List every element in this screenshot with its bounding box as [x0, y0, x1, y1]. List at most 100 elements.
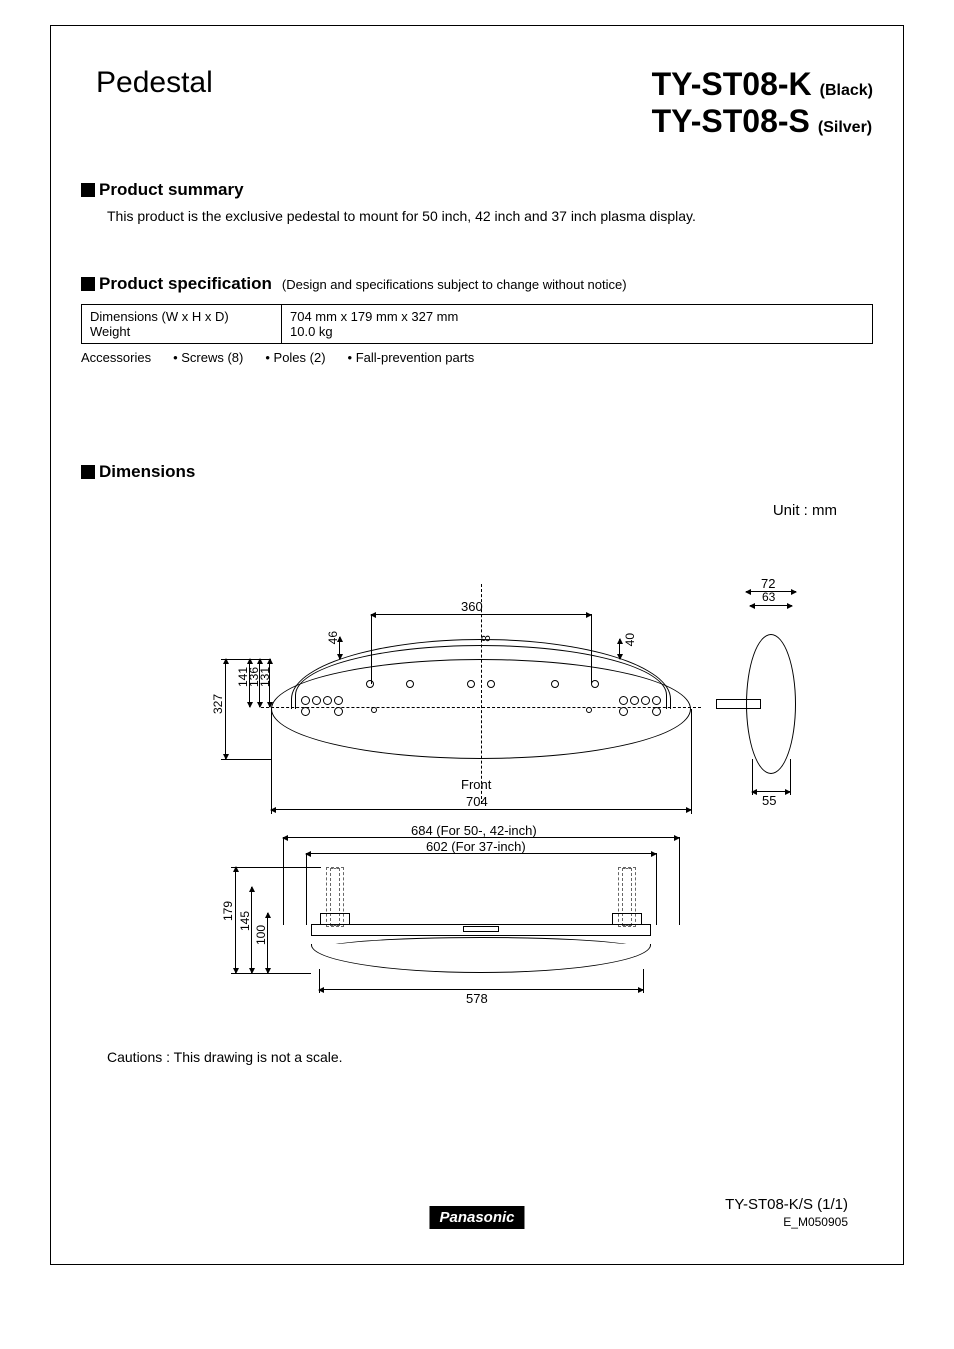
- ext-line: [591, 614, 592, 684]
- hole: [371, 707, 377, 713]
- dimensions-header: Dimensions: [81, 462, 873, 482]
- dim-72-text: 72: [761, 576, 775, 591]
- footer: Panasonic TY-ST08-K/S (1/1) E_M050905: [51, 1196, 903, 1264]
- hole: [487, 680, 495, 688]
- dim-40: [619, 639, 620, 659]
- screw-circle: [301, 707, 310, 716]
- model-line-2: TY-ST08-S (Silver): [652, 103, 873, 140]
- ext-line: [643, 969, 644, 993]
- hole: [551, 680, 559, 688]
- screw-circle: [652, 696, 661, 705]
- dim-8-text: 8: [479, 635, 493, 642]
- hole: [406, 680, 414, 688]
- dim-684-text: 684 (For 50-, 42-inch): [411, 823, 537, 838]
- dim-179-text: 179: [221, 901, 235, 921]
- model-line-1: TY-ST08-K (Black): [652, 66, 873, 103]
- accessories-row: Accessories • Screws (8) • Poles (2) • F…: [81, 348, 873, 367]
- summary-text: This product is the exclusive pedestal t…: [107, 208, 873, 224]
- dim-100-text: 100: [254, 925, 268, 945]
- content: Product summary This product is the excl…: [51, 160, 903, 1065]
- spec-section: Product specification (Design and specif…: [81, 274, 873, 367]
- dim-704: [271, 809, 691, 810]
- summary-title: Product summary: [99, 180, 244, 200]
- caution-text: Cautions : This drawing is not a scale.: [107, 1049, 873, 1065]
- screw-circle: [323, 696, 332, 705]
- spec-table: Dimensions (W x H x D) Weight 704 mm x 1…: [81, 304, 873, 344]
- ext-line: [319, 969, 320, 993]
- ext-line: [231, 973, 311, 974]
- screw-cluster-left: [301, 696, 343, 716]
- footer-doc-id: E_M050905: [725, 1215, 848, 1229]
- spec-label-2: Weight: [90, 324, 273, 339]
- ext-line: [656, 853, 657, 925]
- diagram-area: Front 360 704 327: [81, 559, 873, 1009]
- spec-header: Product specification (Design and specif…: [81, 274, 873, 294]
- ext-line: [283, 837, 284, 925]
- spec-label-1: Dimensions (W x H x D): [90, 309, 273, 324]
- category-label: Pedestal: [96, 66, 213, 100]
- ext-line: [691, 709, 692, 814]
- ext-line: [221, 759, 271, 760]
- model-code-2: TY-ST08-S: [652, 103, 810, 140]
- hole: [586, 707, 592, 713]
- ext-line: [271, 709, 272, 814]
- fv-base-curve: [341, 944, 621, 972]
- hole: [591, 680, 599, 688]
- ext-line: [221, 659, 271, 660]
- spec-title: Product specification: [99, 274, 272, 294]
- model-color-2: (Silver): [818, 119, 872, 137]
- model-list: TY-ST08-K (Black) TY-ST08-S (Silver): [652, 66, 873, 140]
- ext-line: [790, 759, 791, 795]
- top-view-diagram: Front 360 704 327: [271, 599, 691, 779]
- footer-right: TY-ST08-K/S (1/1) E_M050905: [725, 1196, 848, 1229]
- bullet-icon: [81, 183, 95, 197]
- dim-179: [235, 867, 236, 973]
- dim-55-text: 55: [762, 793, 776, 808]
- ext-line: [371, 614, 372, 684]
- accessories-item-3: • Fall-prevention parts: [348, 350, 475, 365]
- screw-circle: [619, 707, 628, 716]
- dimensions-title: Dimensions: [99, 462, 195, 482]
- screw-circle: [630, 696, 639, 705]
- screw-circle: [619, 696, 628, 705]
- dim-360-text: 360: [461, 599, 483, 614]
- model-color-1: (Black): [820, 82, 873, 100]
- dimensions-section: Dimensions Unit : mm: [81, 462, 873, 1065]
- dim-602-text: 602 (For 37-inch): [426, 839, 526, 854]
- ext-line: [752, 759, 753, 795]
- fv-center-notch: [463, 926, 499, 932]
- spec-value-1: 704 mm x 179 mm x 327 mm: [290, 309, 864, 324]
- spec-label: Dimensions (W x H x D) Weight: [82, 305, 282, 343]
- dim-46: [339, 637, 340, 659]
- bullet-icon: [81, 277, 95, 291]
- dim-704-text: 704: [466, 794, 488, 809]
- spec-note: (Design and specifications subject to ch…: [282, 277, 627, 292]
- screw-circle: [312, 696, 321, 705]
- ext-line: [231, 867, 321, 868]
- unit-label: Unit : mm: [81, 502, 837, 519]
- spec-value-2: 10.0 kg: [290, 324, 864, 339]
- centerline-v: [481, 584, 482, 804]
- bullet-icon: [81, 465, 95, 479]
- front-view-diagram: 684 (For 50-, 42-inch) 602 (For 37-inch)…: [271, 829, 691, 989]
- spec-row-1: Dimensions (W x H x D) Weight 704 mm x 1…: [82, 305, 872, 343]
- screw-circle: [301, 696, 310, 705]
- accessories-label: Accessories: [81, 350, 151, 365]
- side-pole: [716, 699, 761, 709]
- side-view-diagram: 72 63 55: [706, 609, 806, 779]
- page-border: Pedestal TY-ST08-K (Black) TY-ST08-S (Si…: [50, 25, 904, 1265]
- dim-360: [371, 614, 591, 615]
- hole: [467, 680, 475, 688]
- dim-578-text: 578: [466, 991, 488, 1006]
- ext-line: [306, 853, 307, 925]
- model-code-1: TY-ST08-K: [652, 66, 812, 103]
- spec-value: 704 mm x 179 mm x 327 mm 10.0 kg: [282, 305, 872, 343]
- dim-145-text: 145: [238, 911, 252, 931]
- brand-logo: Panasonic: [429, 1206, 524, 1229]
- front-label: Front: [461, 777, 491, 792]
- dim-55: [752, 791, 790, 792]
- dim-40-text: 40: [623, 633, 637, 646]
- hole: [366, 680, 374, 688]
- dim-131-text: 131: [258, 667, 272, 687]
- dim-327: [225, 659, 226, 759]
